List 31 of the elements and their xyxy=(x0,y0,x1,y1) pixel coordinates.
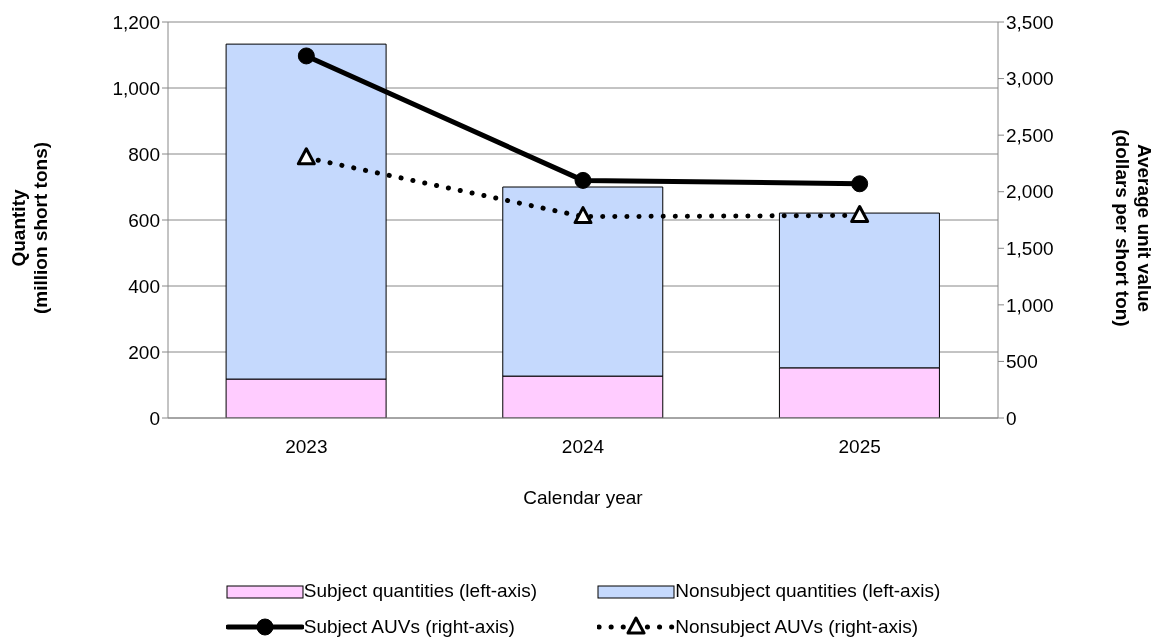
y-tick-label: 800 xyxy=(128,143,160,165)
y2-tick-label: 0 xyxy=(1006,407,1017,429)
y2-tick-label: 1,000 xyxy=(1006,294,1054,316)
legend-label: Subject AUVs (right-axis) xyxy=(303,616,515,638)
y2-tick-label: 3,000 xyxy=(1006,68,1054,90)
y-tick-label: 200 xyxy=(128,341,160,363)
y2-tick-label: 2,000 xyxy=(1006,181,1054,203)
x-tick-label: 2024 xyxy=(561,436,605,458)
point xyxy=(297,47,315,65)
y-tick-label: 600 xyxy=(128,209,160,231)
y-tick-label: 1,000 xyxy=(112,77,160,99)
legend-label: Nonsubject AUVs (right-axis) xyxy=(675,616,919,638)
point xyxy=(573,206,593,225)
y2-tick-label: 500 xyxy=(1006,351,1038,373)
y-tick-label: 1,200 xyxy=(112,11,160,33)
y-tick-label: 400 xyxy=(128,275,160,297)
y-axis-title: Quantity (million short tons) xyxy=(8,141,51,315)
x-axis-title: Calendar year xyxy=(523,487,644,508)
x-tick-label: 2023 xyxy=(285,436,328,458)
x-tick-label: 2025 xyxy=(838,436,881,458)
y2-tick-label: 3,500 xyxy=(1006,11,1054,33)
point xyxy=(574,171,592,189)
point xyxy=(850,204,870,223)
y2-tick-label: 1,500 xyxy=(1006,238,1054,260)
point xyxy=(296,147,316,166)
legend-label: Nonsubject quantities (left-axis) xyxy=(675,580,941,602)
y2-axis-title: Average unit value (dollars per short ton) xyxy=(1112,129,1155,327)
point xyxy=(851,175,869,193)
legend-label: Subject quantities (left-axis) xyxy=(303,580,538,602)
y-tick-label: 0 xyxy=(149,407,160,429)
y2-tick-label: 2,500 xyxy=(1006,124,1054,146)
